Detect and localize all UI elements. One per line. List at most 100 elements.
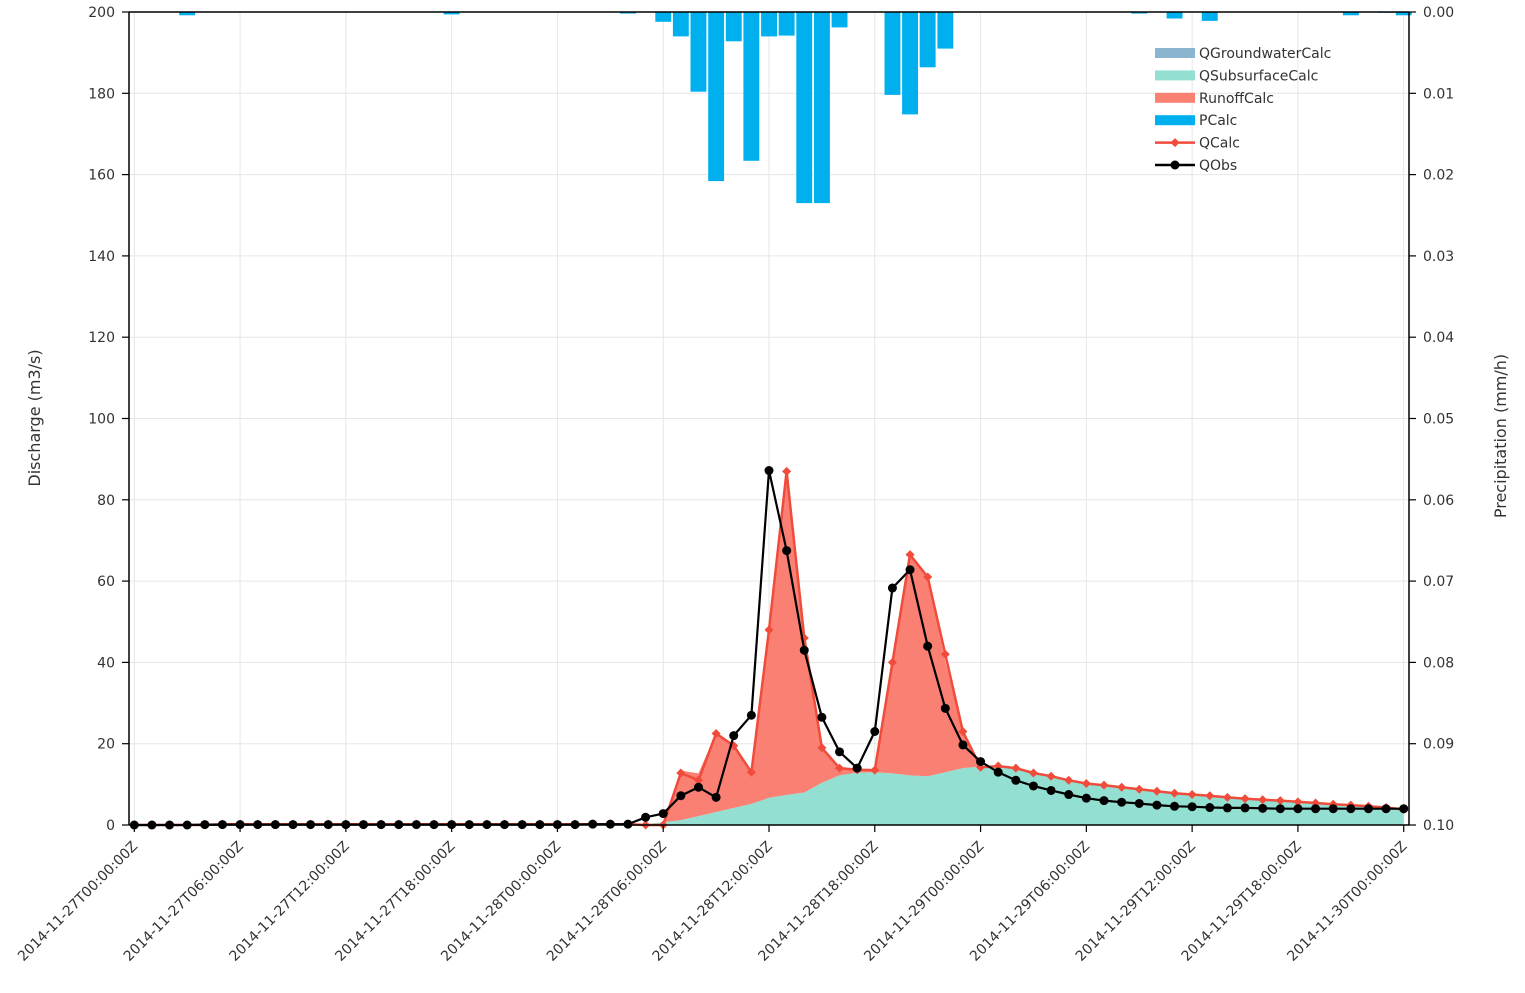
precip-bar (778, 12, 795, 36)
point-QCalc (711, 729, 721, 739)
point-QCalc (1222, 792, 1232, 802)
point-QObs (693, 782, 703, 792)
y-left-tick-label: 40 (97, 655, 115, 671)
y-right-tick-label: 0.06 (1423, 493, 1454, 509)
point-QCalc (1187, 790, 1197, 800)
x-tick-label: 2014-11-29T06:00:00Z (967, 839, 1093, 965)
point-QObs (976, 757, 986, 767)
precip-bar (672, 12, 689, 37)
point-QObs (1152, 800, 1162, 810)
point-QObs (1222, 803, 1232, 813)
point-QCalc (835, 763, 845, 773)
legend: QGroundwaterCalc QSubsurfaceCalc RunoffCal… (1155, 46, 1331, 174)
legend-label: QObs (1199, 158, 1237, 174)
point-QCalc (905, 550, 915, 560)
legend-label: RunoffCalc (1199, 91, 1274, 107)
point-QCalc (1028, 768, 1038, 778)
precip-bar (1342, 12, 1359, 16)
y-right-tick-label: 0.02 (1423, 168, 1454, 184)
point-QCalc (1011, 763, 1021, 773)
x-tick-label: 2014-11-27T18:00:00Z (332, 839, 458, 965)
legend-label: QSubsurfaceCalc (1199, 68, 1318, 84)
precip-bar (1201, 12, 1218, 21)
y-left-tick-labels: 0 20 40 60 80 100 120 140 160 180 200 (88, 5, 129, 834)
x-tick-labels: 2014-11-27T00:00:00Z2014-11-27T06:00:00Z… (15, 825, 1411, 965)
point-QObs (1064, 790, 1074, 800)
point-QObs (676, 791, 686, 801)
legend-swatch-QSubsurfaceCalc (1155, 70, 1195, 81)
point-QCalc (870, 765, 880, 775)
point-QObs (1328, 804, 1338, 814)
point-QObs (1399, 804, 1409, 814)
point-QObs (1293, 804, 1303, 814)
precipitation-bars (179, 12, 1412, 204)
point-QCalc (923, 572, 933, 582)
precip-bar (690, 12, 707, 92)
point-QObs (641, 812, 651, 822)
point-QCalc (1275, 796, 1285, 806)
y-left-tick-label: 60 (97, 574, 115, 590)
point-QObs (605, 819, 615, 829)
point-QObs (905, 565, 915, 575)
y-left-tick-label: 80 (97, 493, 115, 509)
y-right-tick-label: 0.08 (1423, 655, 1454, 671)
point-QCalc (1258, 795, 1268, 805)
precip-bar (1166, 12, 1183, 19)
y-left-axis-title: Discharge (m3/s) (25, 349, 44, 486)
y-right-tick-label: 0.01 (1423, 86, 1454, 102)
point-QObs (1363, 804, 1373, 814)
point-QObs (1275, 804, 1285, 814)
precip-bar (761, 12, 777, 37)
legend-marker-QObs (1170, 160, 1180, 170)
point-QObs (1011, 775, 1021, 785)
precip-bar (814, 12, 830, 204)
y-right-tick-label: 0.10 (1423, 818, 1454, 834)
y-right-tick-label: 0.00 (1423, 5, 1454, 21)
point-QObs (817, 712, 827, 722)
point-QObs (870, 727, 880, 737)
point-QObs (1046, 785, 1056, 795)
y-left-tick-label: 200 (88, 5, 115, 21)
point-QObs (764, 466, 774, 476)
point-QCalc (1293, 797, 1303, 807)
precip-bar (884, 12, 901, 95)
y-left-tick-label: 160 (88, 168, 115, 184)
point-QCalc (1081, 779, 1091, 789)
x-tick-label: 2014-11-27T06:00:00Z (121, 839, 247, 965)
x-tick-label: 2014-11-29T18:00:00Z (1179, 839, 1305, 965)
point-QCalc (1117, 782, 1127, 792)
legend-label: PCalc (1199, 113, 1237, 129)
y-right-tick-label: 0.03 (1423, 249, 1454, 265)
point-QCalc (1134, 784, 1144, 794)
point-QObs (1381, 804, 1391, 814)
x-tick-label: 2014-11-28T12:00:00Z (650, 839, 776, 965)
precip-bar (796, 12, 813, 204)
point-QObs (1346, 804, 1356, 814)
y-right-tick-label: 0.04 (1423, 330, 1454, 346)
precip-bar (179, 12, 196, 16)
point-QObs (1134, 798, 1144, 808)
precip-bar (1395, 12, 1412, 16)
point-QCalc (1152, 786, 1162, 796)
y-right-tick-label: 0.07 (1423, 574, 1454, 590)
y-right-tick-label: 0.05 (1423, 412, 1454, 428)
point-QObs (835, 747, 845, 757)
point-QObs (1099, 796, 1109, 806)
point-QCalc (1205, 791, 1215, 801)
point-QObs (958, 740, 968, 750)
point-QObs (1081, 793, 1091, 803)
precip-bar (725, 12, 742, 42)
point-QCalc (887, 657, 897, 667)
precip-bar (1131, 12, 1148, 14)
point-QObs (1240, 803, 1250, 813)
point-QObs (729, 731, 739, 741)
x-tick-label: 2014-11-30T00:00:00Z (1284, 839, 1410, 965)
legend-swatch-RunoffCalc (1155, 92, 1195, 103)
point-QObs (746, 710, 756, 720)
point-QCalc (1240, 794, 1250, 804)
x-tick-label: 2014-11-28T00:00:00Z (438, 839, 564, 965)
y-left-tick-label: 100 (88, 412, 115, 428)
x-tick-label: 2014-11-29T00:00:00Z (861, 839, 987, 965)
discharge-lines (129, 466, 1409, 830)
